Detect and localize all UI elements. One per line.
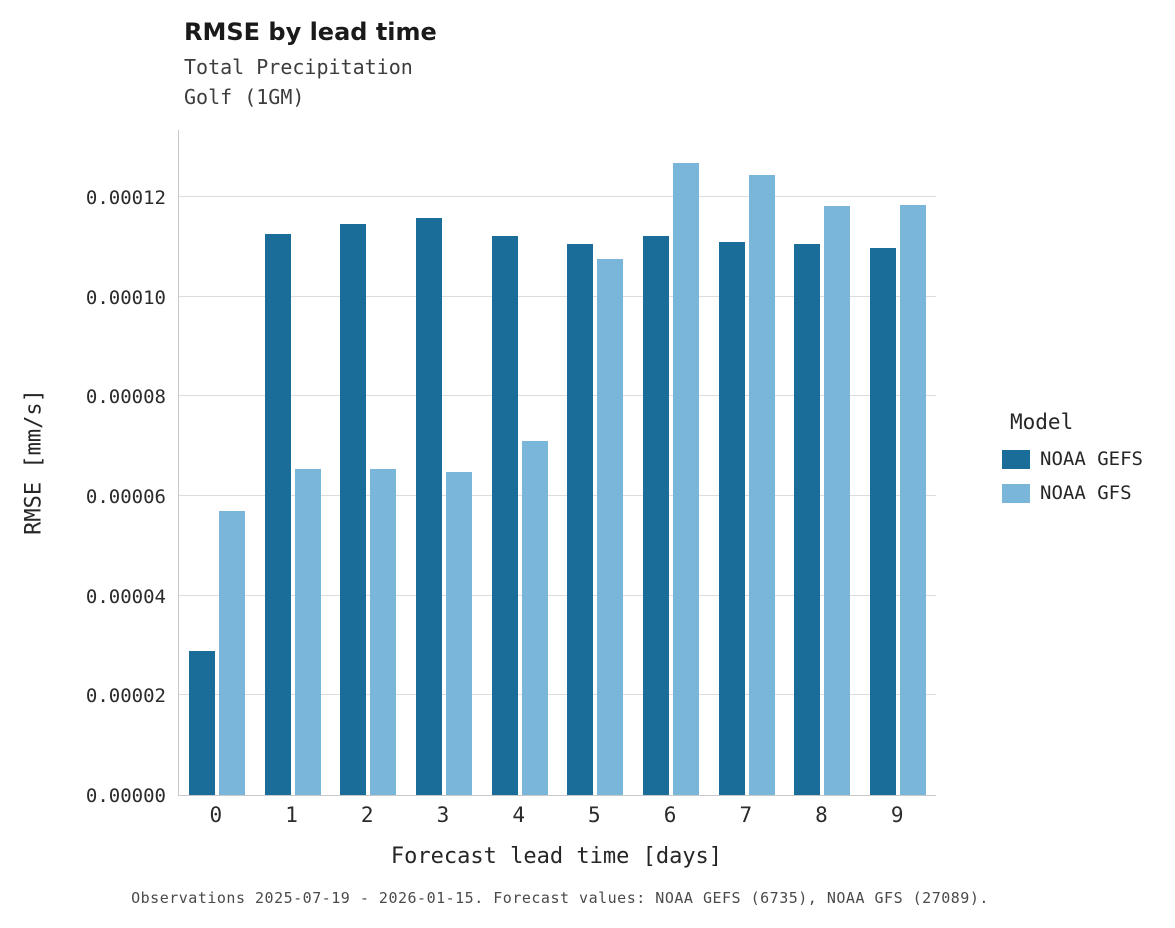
legend-entries: NOAA GEFS NOAA GFS <box>1002 448 1143 504</box>
x-axis-label: Forecast lead time [days] <box>390 844 723 869</box>
bar-noaa-gefs <box>415 217 442 795</box>
chart-title: RMSE by lead time <box>184 18 437 46</box>
legend-swatch <box>1002 483 1030 503</box>
y-tick-label: 0.00012 <box>85 187 166 210</box>
gridline <box>179 594 936 596</box>
bar-group <box>179 130 255 795</box>
gridline <box>179 694 936 696</box>
bar-group <box>255 130 331 795</box>
legend-entry: NOAA GFS <box>1002 482 1143 504</box>
bar-group <box>633 130 709 795</box>
bar-noaa-gfs <box>370 468 397 795</box>
bar-group <box>406 130 482 795</box>
x-tick-label: 3 <box>436 803 450 827</box>
x-tick-label: 4 <box>512 803 525 827</box>
chart-subtitle: Total Precipitation Golf (1GM) <box>184 55 413 109</box>
x-tick-label: 0 <box>209 803 223 827</box>
legend-label: NOAA GEFS <box>1040 448 1143 470</box>
bar-noaa-gefs <box>870 247 897 795</box>
bar-noaa-gfs <box>294 468 321 795</box>
gridline <box>179 495 936 497</box>
x-tick-label: 1 <box>285 803 298 827</box>
y-axis-ticks: 0.00000 0.00002 0.00004 0.00006 0.00008 0.000… <box>0 130 166 807</box>
bar-group <box>709 130 785 795</box>
legend-entry: NOAA GEFS <box>1002 448 1143 470</box>
gridline <box>179 395 936 397</box>
bar-noaa-gefs <box>340 223 367 795</box>
caption: Observations 2025-07-19 - 2026-01-15. Fo… <box>131 889 989 907</box>
bar-group <box>860 130 936 795</box>
x-tick-label: 7 <box>739 803 753 827</box>
bar-group <box>482 130 558 795</box>
bar-noaa-gfs <box>748 174 775 795</box>
y-tick-label: 0.00010 <box>85 286 166 309</box>
x-tick-label: 5 <box>588 803 601 827</box>
x-tick-label: 2 <box>360 803 374 827</box>
bar-noaa-gfs <box>521 441 548 795</box>
gridline <box>179 295 936 297</box>
y-axis-label: RMSE [mm/s] <box>21 389 47 535</box>
legend: Model NOAA GEFS NOAA GFS <box>1002 410 1143 516</box>
legend-title: Model <box>1010 410 1074 434</box>
x-tick-label: 6 <box>663 803 677 827</box>
bar-noaa-gefs <box>794 244 821 795</box>
y-tick-label: 0.00008 <box>85 386 166 409</box>
bar-noaa-gfs <box>445 472 472 795</box>
bar-noaa-gfs <box>218 510 245 795</box>
legend-swatch <box>1002 449 1030 469</box>
bar-noaa-gefs <box>643 235 670 795</box>
y-tick-label: 0.00002 <box>85 685 166 708</box>
bar-group <box>785 130 861 795</box>
bar-noaa-gfs <box>673 163 700 795</box>
y-tick-label: 0.00000 <box>85 785 166 807</box>
bar-noaa-gfs <box>597 259 624 795</box>
x-tick-label: 8 <box>815 803 828 827</box>
gridline <box>179 196 936 198</box>
bar-noaa-gefs <box>264 234 291 795</box>
bar-group <box>558 130 634 795</box>
y-tick-label: 0.00004 <box>85 585 166 608</box>
x-axis-ticks: 0 1 2 3 4 5 6 7 8 9 <box>178 803 935 827</box>
legend-label: NOAA GFS <box>1040 482 1132 504</box>
bar-group <box>330 130 406 795</box>
bar-noaa-gfs <box>824 205 851 795</box>
bar-noaa-gefs <box>718 242 745 795</box>
x-tick-label: 9 <box>890 803 904 827</box>
y-tick-label: 0.00006 <box>85 486 166 509</box>
bar-noaa-gefs <box>567 243 594 795</box>
bar-noaa-gefs <box>491 236 518 795</box>
bar-noaa-gfs <box>900 204 927 795</box>
bar-noaa-gefs <box>188 650 215 795</box>
bar-groups <box>179 130 936 795</box>
plot-area <box>178 130 936 796</box>
